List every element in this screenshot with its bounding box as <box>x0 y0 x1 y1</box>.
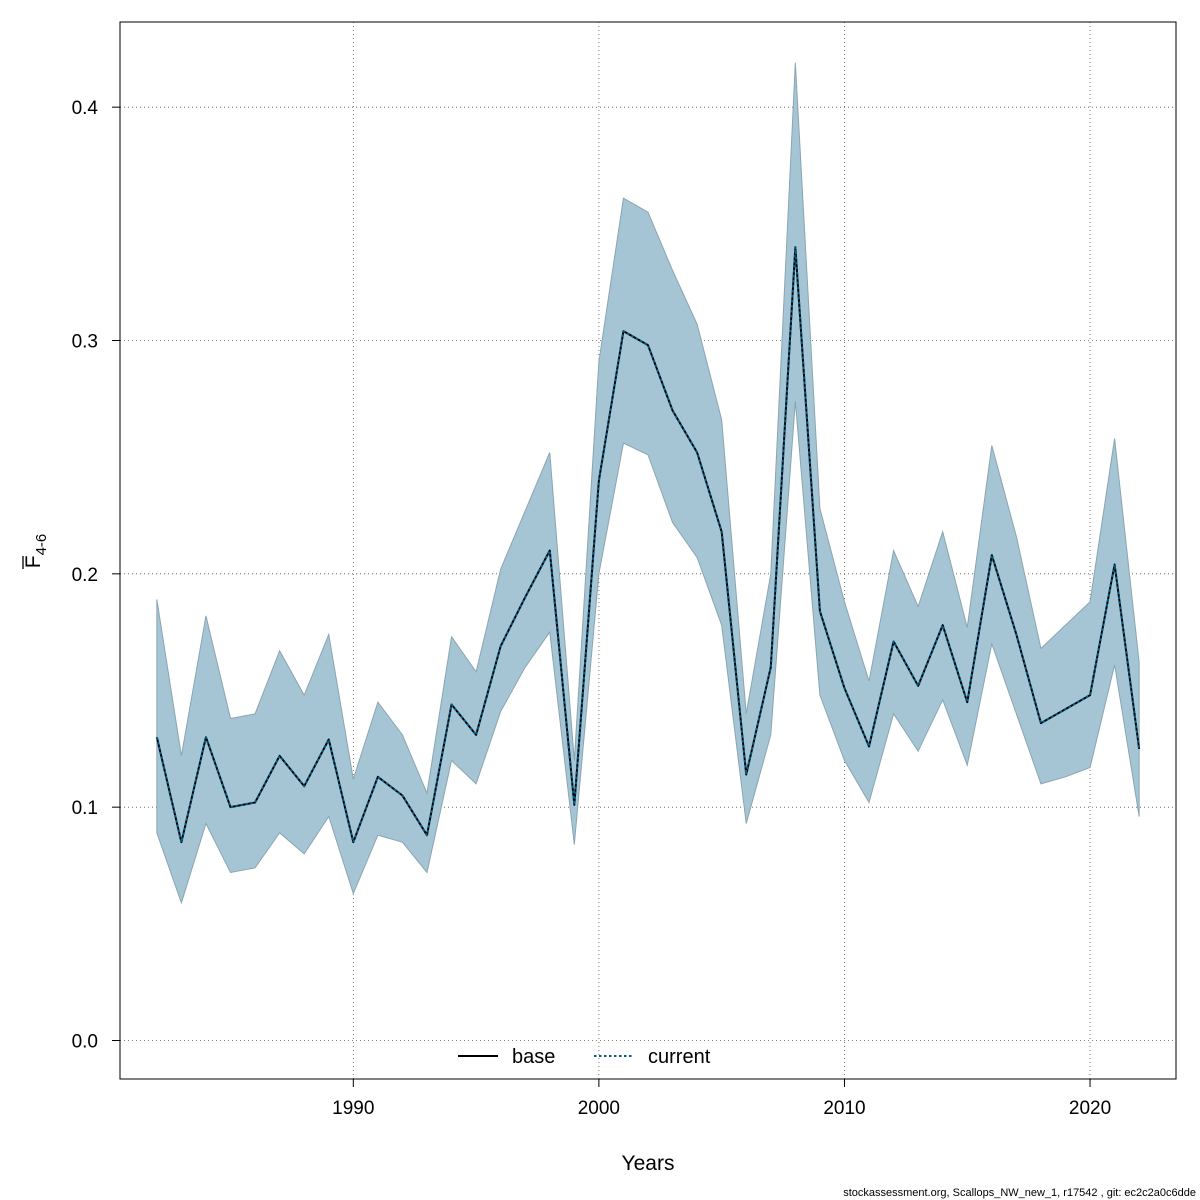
legend-label-current: current <box>648 1046 711 1068</box>
y-tick-label-0.2: 0.2 <box>72 565 98 586</box>
x-tick-label-2010: 2010 <box>823 1098 865 1119</box>
x-tick-label-2020: 2020 <box>1069 1098 1111 1119</box>
footer-credit: stockassessment.org, Scallops_NW_new_1, … <box>843 1187 1196 1199</box>
y-axis-title: F4-6 <box>22 534 50 569</box>
x-tick-label-1990: 1990 <box>332 1098 374 1119</box>
legend: base current <box>458 1046 711 1068</box>
y-tick-label-0.4: 0.4 <box>72 98 99 119</box>
svg-text:F4-6: F4-6 <box>22 534 50 569</box>
y-axis-title-subscript: 4-6 <box>33 534 50 556</box>
series-line-current <box>155 246 1141 844</box>
series-lines-group <box>155 246 1141 844</box>
y-axis-title-main: F <box>22 555 45 568</box>
y-tick-label-0.1: 0.1 <box>72 798 98 819</box>
x-tick-label-2000: 2000 <box>578 1098 620 1119</box>
plot-frame <box>119 21 1177 1080</box>
y-tick-label-0.0: 0.0 <box>72 1032 98 1053</box>
x-axis-title: Years <box>622 1152 675 1175</box>
x-axis: 1990 2000 2010 2020 <box>332 1079 1111 1119</box>
confidence-band-group <box>156 62 1140 905</box>
confidence-band <box>156 62 1140 905</box>
y-axis: 0.0 0.1 0.2 0.3 0.4 <box>72 98 120 1053</box>
y-tick-label-0.3: 0.3 <box>72 332 98 353</box>
legend-label-base: base <box>512 1046 555 1068</box>
